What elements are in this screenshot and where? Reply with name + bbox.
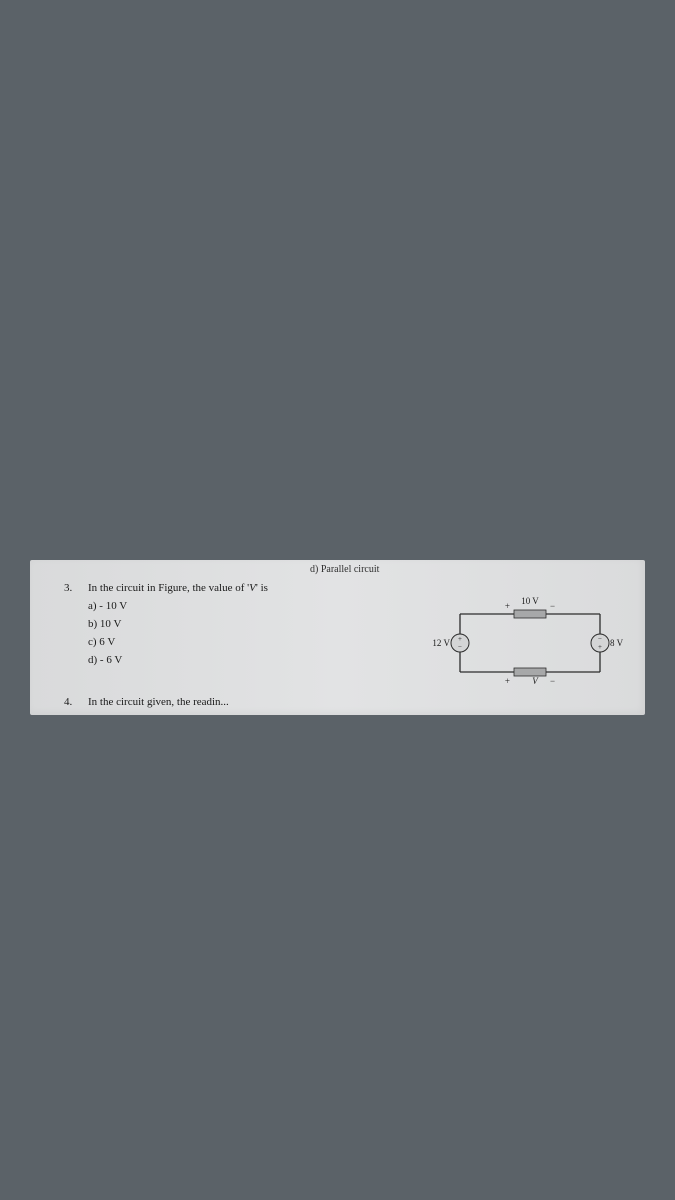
- q4-number: 4.: [64, 696, 72, 708]
- q4-question: In the circuit given, the readin...: [88, 696, 229, 708]
- svg-text:12 V: 12 V: [432, 638, 450, 648]
- svg-text:8 V: 8 V: [610, 638, 624, 648]
- q3-number: 3.: [64, 582, 72, 594]
- svg-text:10 V: 10 V: [521, 596, 539, 606]
- svg-text:+: +: [458, 635, 462, 643]
- q3-option-d: d) - 6 V: [88, 654, 122, 666]
- svg-text:+: +: [505, 601, 510, 611]
- prev-option-d: d) Parallel circuit: [310, 564, 379, 575]
- page-photo-region: d) Parallel circuit 3. In the circuit in…: [30, 560, 645, 715]
- svg-text:+: +: [505, 676, 510, 686]
- svg-text:+: +: [598, 643, 602, 651]
- svg-text:V: V: [532, 676, 539, 686]
- q3-option-a: a) - 10 V: [88, 600, 127, 612]
- q3-question: In the circuit in Figure, the value of '…: [88, 582, 268, 594]
- q3-text-suffix: ' is: [256, 582, 268, 594]
- svg-text:−: −: [598, 635, 602, 643]
- q3-text-prefix: In the circuit in Figure, the value of ': [88, 582, 249, 594]
- q3-text-var: V: [249, 582, 256, 594]
- q3-option-b: b) 10 V: [88, 618, 121, 630]
- circuit-diagram: +−10 V+−V+−12 V−+8 V: [415, 592, 625, 690]
- q3-option-c: c) 6 V: [88, 636, 115, 648]
- svg-text:−: −: [550, 676, 555, 686]
- svg-text:−: −: [550, 601, 555, 611]
- svg-text:−: −: [458, 643, 462, 651]
